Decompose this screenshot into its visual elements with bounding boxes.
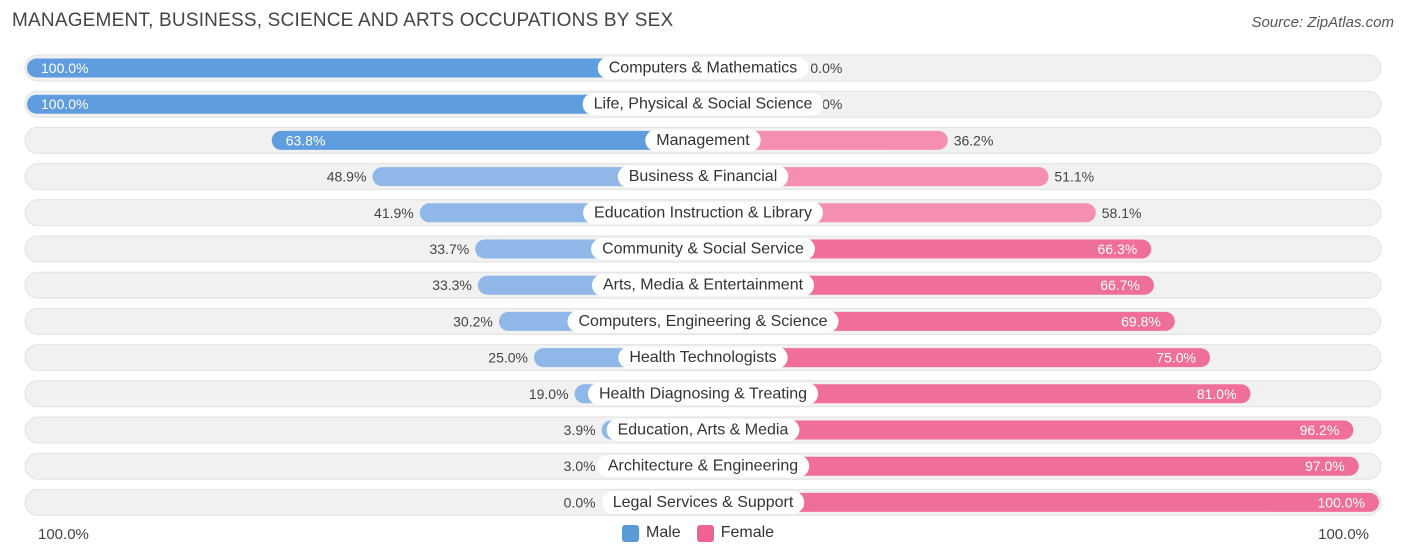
legend-male: Male [622,524,681,542]
category-pill [601,491,805,514]
female-bar [703,239,1152,259]
category-pill [618,346,788,369]
female-bar [703,348,1210,368]
male-bar [27,94,703,114]
female-bar [703,492,1379,512]
male-value-label: 25.0% [488,350,528,366]
female-value-label: 0.0% [810,60,842,76]
axis-right-label: 100.0% [1318,526,1369,543]
male-value-label: 63.8% [286,132,326,148]
category-label: Health Technologists [629,349,776,366]
legend-female-swatch [696,524,714,542]
female-value-label: 66.7% [1100,277,1140,293]
female-bar [703,456,1359,476]
male-value-label: 100.0% [41,60,88,76]
category-pill [591,238,815,260]
category-pill [583,201,823,224]
category-pill [596,455,810,478]
female-value-label: 75.0% [1156,350,1196,366]
male-value-label: 41.9% [374,205,414,221]
legend-female-label: Female [720,524,775,541]
legend-male-swatch [622,524,639,542]
category-pill [591,274,815,297]
male-value-label: 3.0% [564,458,596,474]
category-pill [582,93,824,116]
legend-male-label: Male [646,524,681,541]
female-bar [703,384,1251,404]
category-pill [587,382,819,405]
category-label: Management [656,132,750,149]
legend: Male Female [622,524,782,542]
male-value-label: 30.2% [453,313,493,329]
female-value-label: 97.0% [1305,458,1345,474]
male-value-label: 48.9% [327,169,367,185]
category-label: Computers & Mathematics [609,60,798,77]
female-value-label: 36.2% [954,132,994,148]
male-value-label: 0.0% [564,494,596,510]
male-value-label: 33.7% [429,241,469,257]
female-value-label: 100.0% [1318,494,1365,510]
female-value-label: 96.2% [1300,422,1340,438]
category-label: Arts, Media & Entertainment [603,277,804,294]
male-bar [271,130,703,150]
female-value-label: 58.1% [1102,205,1142,221]
category-label: Life, Physical & Social Science [594,96,813,113]
category-label: Community & Social Service [602,241,804,258]
female-value-label: 66.3% [1097,241,1137,257]
female-bar [703,275,1154,295]
category-pill [567,310,839,333]
category-label: Education, Arts & Media [618,422,789,439]
category-label: Education Instruction & Library [594,204,812,221]
axis-left-label: 100.0% [38,526,89,543]
category-label: Legal Services & Support [613,494,794,511]
category-label: Architecture & Engineering [608,458,798,475]
category-pill [606,419,800,441]
male-value-label: 19.0% [529,386,569,402]
category-pill [597,57,809,79]
male-value-label: 3.9% [564,422,596,438]
legend-female: Female [696,524,775,542]
female-value-label: 81.0% [1197,386,1237,402]
chart-title: MANAGEMENT, BUSINESS, SCIENCE AND ARTS O… [12,10,674,31]
female-bar [703,420,1354,440]
category-pill [645,129,761,152]
female-bar [703,167,1049,187]
category-label: Computers, Engineering & Science [578,313,827,330]
category-pill [617,165,789,188]
source-credit: Source: ZipAtlas.com [1251,14,1394,31]
male-bar [27,58,703,78]
category-label: Business & Financial [629,168,778,185]
female-value-label: 69.8% [1121,313,1161,329]
male-value-label: 33.3% [432,277,472,293]
female-value-label: 51.1% [1054,169,1094,185]
male-value-label: 100.0% [41,96,88,112]
category-label: Health Diagnosing & Treating [599,385,807,402]
female-bar [703,130,948,150]
